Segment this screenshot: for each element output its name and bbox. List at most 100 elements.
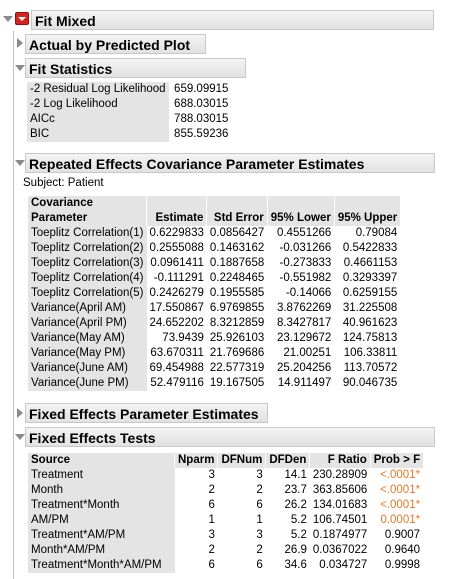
covariance-header[interactable]: Repeated Effects Covariance Parameter Es…: [25, 153, 435, 173]
fit-statistic-label: AICc: [27, 112, 170, 127]
estimate-cell: 52.479116: [150, 377, 204, 389]
outline-guide-line: [13, 31, 14, 579]
std-error-cell: 22.577319: [209, 362, 265, 374]
fixed-tests-header[interactable]: Fixed Effects Tests: [25, 427, 435, 447]
parameter-cell: Variance(April PM): [28, 316, 147, 331]
estimate-cell: 0.2426279: [149, 287, 204, 299]
dfden-cell: 23.7: [284, 484, 307, 496]
prob-cell: 0.9007: [384, 529, 421, 541]
source-cell: AM/PM: [28, 513, 175, 528]
parameter-cell: Toeplitz Correlation(3): [28, 256, 147, 271]
table-row: Toeplitz Correlation(2) 0.2555088 0.146316…: [28, 241, 400, 256]
fixed-tests-table: Source Nparm DFNum DFDen F Ratio Prob > …: [28, 453, 424, 573]
parameter-cell: Variance(June AM): [28, 361, 147, 376]
prob-cell: 0.9998: [384, 559, 421, 571]
column-header-f-ratio: F Ratio: [309, 453, 371, 468]
upper-cell: 0.5422833: [342, 242, 398, 254]
lower-cell: 25.204256: [276, 362, 332, 374]
estimate-cell: 63.670311: [150, 347, 204, 359]
fit-statistics-header[interactable]: Fit Statistics: [25, 58, 246, 78]
fit-mixed-header: Fit Mixed: [31, 10, 434, 30]
parameter-cell: Variance(June PM): [28, 376, 147, 391]
dfden-cell: 5.2: [290, 529, 307, 541]
parameter-cell: Toeplitz Correlation(5): [28, 286, 147, 301]
table-row: AM/PM 1 1 5.2 106.74501 0.0001*: [28, 513, 423, 528]
source-cell: Month*AM/PM: [28, 543, 175, 558]
upper-cell: 0.3293397: [342, 272, 398, 284]
source-cell: Treatment*Month: [28, 498, 175, 513]
prob-cell: <.0001*: [380, 484, 421, 496]
dfden-cell: 34.6: [284, 559, 307, 571]
dfnum-cell: 2: [256, 544, 263, 556]
table-row: Toeplitz Correlation(5) 0.2426279 0.195558…: [28, 286, 400, 301]
fit-statistic-value: 688.03015: [174, 98, 229, 110]
lower-cell: -0.14066: [285, 287, 332, 299]
expand-actual-by-predicted-icon[interactable]: [17, 38, 23, 48]
estimate-cell: 0.6229833: [149, 227, 204, 239]
table-row: Variance(June PM) 52.479116 19.167505 14.91…: [28, 376, 400, 391]
collapse-covariance-icon[interactable]: [15, 160, 25, 166]
upper-cell: 0.4661153: [343, 257, 398, 269]
upper-cell: 0.6259155: [342, 287, 398, 299]
dfden-cell: 14.1: [284, 469, 307, 481]
lower-cell: 21.00251: [283, 347, 332, 359]
nparm-cell: 6: [208, 499, 215, 511]
dfden-cell: 5.2: [290, 514, 307, 526]
prob-cell: 0.9640: [384, 544, 421, 556]
table-header-row: Covariance Parameter Estimate Std Error 9…: [28, 196, 401, 226]
expand-fixed-params-icon[interactable]: [17, 408, 23, 418]
table-row: Variance(April PM) 24.652202 8.3212859 8.34…: [28, 316, 400, 331]
std-error-cell: 0.0856427: [209, 227, 265, 239]
parameter-cell: Variance(May AM): [28, 331, 147, 346]
column-header-dfnum: DFNum: [217, 453, 266, 468]
estimate-cell: 69.454988: [149, 362, 204, 374]
nparm-cell: 3: [208, 529, 215, 541]
nparm-cell: 3: [208, 469, 215, 481]
dfnum-cell: 2: [256, 484, 263, 496]
fit-statistic-row: BIC 855.59236: [27, 127, 270, 142]
prob-cell: <.0001*: [380, 499, 421, 511]
table-row: Toeplitz Correlation(1) 0.6229833 0.085642…: [28, 226, 400, 241]
std-error-cell: 19.167505: [209, 377, 265, 389]
f-ratio-cell: 134.01683: [312, 499, 368, 511]
table-row: Month*AM/PM 2 2 26.9 0.0367022 0.9640: [28, 543, 423, 558]
f-ratio-cell: 0.0367022: [312, 544, 368, 556]
fit-statistic-label: -2 Residual Log Likelihood: [27, 82, 170, 97]
f-ratio-cell: 230.28909: [312, 469, 368, 481]
table-row: Month 2 2 23.7 363.85606 <.0001*: [28, 483, 423, 498]
estimate-cell: 17.550867: [149, 302, 204, 314]
f-ratio-cell: 0.1874977: [312, 529, 368, 541]
red-triangle-menu-icon[interactable]: [15, 12, 29, 25]
table-row: Treatment*Month*AM/PM 6 6 34.6 0.034727 0.999…: [28, 558, 423, 573]
table-row: Variance(May AM) 73.9439 25.926103 23.12967…: [28, 331, 400, 346]
upper-cell: 90.046735: [342, 377, 398, 389]
upper-cell: 0.79084: [355, 227, 398, 239]
table-row: Toeplitz Correlation(3) 0.0961411 0.188765…: [28, 256, 400, 271]
collapse-fit-statistics-icon[interactable]: [15, 65, 25, 71]
f-ratio-cell: 363.85606: [312, 484, 368, 496]
lower-cell: 8.3427817: [276, 317, 332, 329]
collapse-fixed-tests-icon[interactable]: [15, 434, 25, 440]
collapse-fit-mixed-icon[interactable]: [3, 16, 13, 22]
prob-cell: <.0001*: [380, 469, 421, 481]
column-header-95-upper: 95% Upper: [333, 196, 401, 226]
upper-cell: 124.75813: [342, 332, 398, 344]
lower-cell: 23.129672: [276, 332, 332, 344]
fit-statistic-value: 788.03015: [174, 113, 229, 125]
table-row: Variance(June AM) 69.454988 22.577319 25.20…: [28, 361, 400, 376]
table-header-row: Source Nparm DFNum DFDen F Ratio Prob > …: [28, 453, 424, 468]
actual-by-predicted-header[interactable]: Actual by Predicted Plot: [25, 34, 206, 54]
dfnum-cell: 3: [256, 469, 263, 481]
source-cell: Treatment*Month*AM/PM: [28, 558, 175, 573]
lower-cell: -0.031266: [279, 242, 332, 254]
dfden-cell: 26.9: [284, 544, 307, 556]
source-cell: Treatment*AM/PM: [28, 528, 175, 543]
fit-statistic-row: AICc 788.03015: [27, 112, 270, 127]
f-ratio-cell: 106.74501: [312, 514, 368, 526]
dfnum-cell: 6: [256, 559, 263, 571]
fixed-params-header[interactable]: Fixed Effects Parameter Estimates: [25, 403, 268, 423]
column-header-parameter: Covariance Parameter: [28, 196, 147, 226]
dfnum-cell: 3: [256, 529, 263, 541]
estimate-cell: 73.9439: [162, 332, 204, 344]
parameter-cell: Toeplitz Correlation(4): [28, 271, 147, 286]
